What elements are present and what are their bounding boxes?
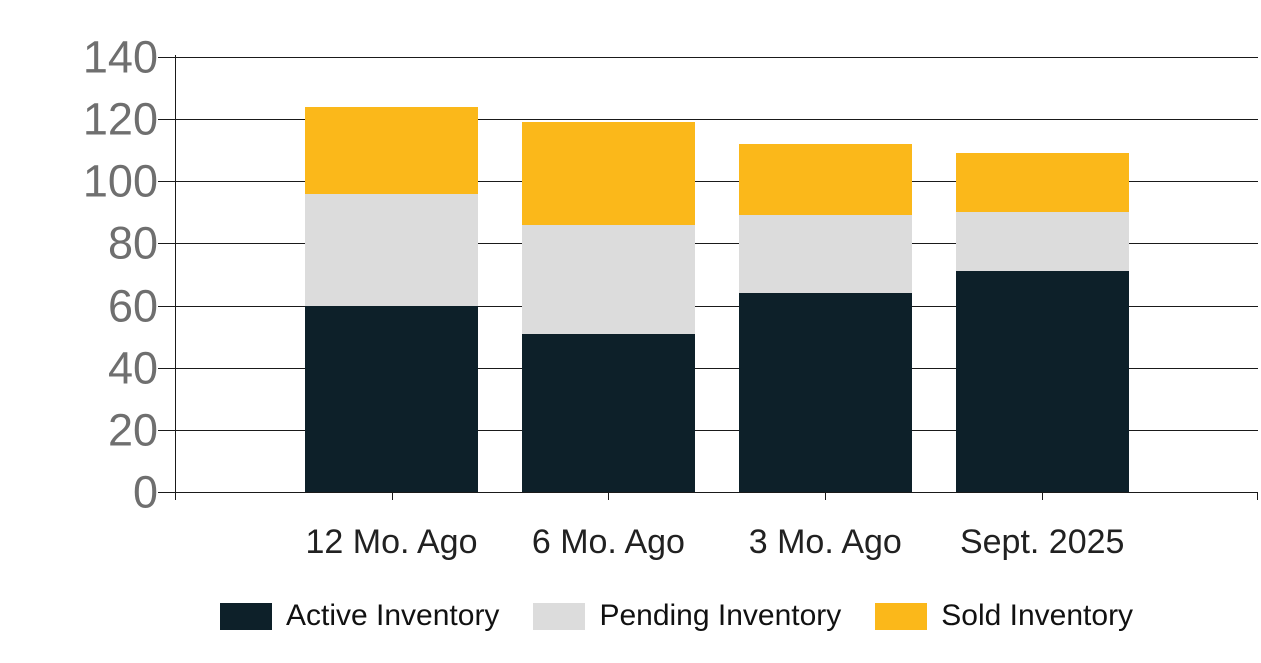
x-axis-category-label: 6 Mo. Ago xyxy=(531,523,685,561)
y-axis-tick-label: 0 xyxy=(132,466,158,518)
legend-swatch-icon xyxy=(220,602,272,630)
x-axis-tick xyxy=(1257,492,1258,500)
bar-segment-sold-inventory xyxy=(305,106,478,194)
gridline xyxy=(158,429,1258,431)
y-axis-tick-label: 40 xyxy=(107,342,158,394)
legend-item-sold-inventory: Sold Inventory xyxy=(875,601,1133,631)
bar-segment-pending-inventory xyxy=(955,212,1129,272)
legend-label: Active Inventory xyxy=(286,599,500,632)
y-axis-tick-label: 80 xyxy=(107,217,158,269)
y-axis-tick-label: 60 xyxy=(107,280,158,332)
chart-legend: Active Inventory Pending Inventory Sold In… xyxy=(220,601,1133,631)
gridline xyxy=(158,57,1258,58)
bar-segment-sold-inventory xyxy=(738,144,912,216)
x-axis-tick xyxy=(608,492,610,500)
x-axis-category-label: Sept. 2025 xyxy=(959,523,1125,561)
x-axis-tick xyxy=(391,492,393,500)
legend-label: Sold Inventory xyxy=(941,599,1134,632)
legend-item-active-inventory: Active Inventory xyxy=(220,601,499,631)
legend-item-pending-inventory: Pending Inventory xyxy=(533,601,841,631)
x-axis-tick xyxy=(1042,492,1044,500)
gridline xyxy=(158,181,1258,183)
bar-segment-pending-inventory xyxy=(305,193,478,306)
gridline xyxy=(158,305,1258,307)
bar-segment-pending-inventory xyxy=(521,224,695,334)
gridline xyxy=(158,367,1258,369)
bar-segment-active-inventory xyxy=(738,293,912,492)
bar-segment-active-inventory xyxy=(305,305,478,492)
bar-segment-pending-inventory xyxy=(738,215,912,294)
y-axis-tick-label: 20 xyxy=(107,404,158,456)
x-axis-tick xyxy=(825,492,827,500)
y-axis-line xyxy=(175,55,176,500)
legend-swatch-icon xyxy=(875,602,928,630)
legend-label: Pending Inventory xyxy=(599,599,842,632)
bar-segment-sold-inventory xyxy=(521,122,695,225)
legend-swatch-icon xyxy=(533,602,586,630)
gridline xyxy=(158,119,1258,121)
y-axis-tick-label: 120 xyxy=(82,93,158,145)
y-axis-tick-label: 100 xyxy=(82,155,158,207)
x-axis-category-label: 12 Mo. Ago xyxy=(305,523,478,561)
bar-segment-sold-inventory xyxy=(955,153,1129,213)
bar-segment-active-inventory xyxy=(955,271,1129,492)
bar-segment-active-inventory xyxy=(521,333,695,492)
y-axis-tick-label: 140 xyxy=(82,31,158,83)
x-axis-category-label: 3 Mo. Ago xyxy=(748,523,902,561)
gridline xyxy=(158,243,1258,245)
gridline xyxy=(158,492,1258,493)
